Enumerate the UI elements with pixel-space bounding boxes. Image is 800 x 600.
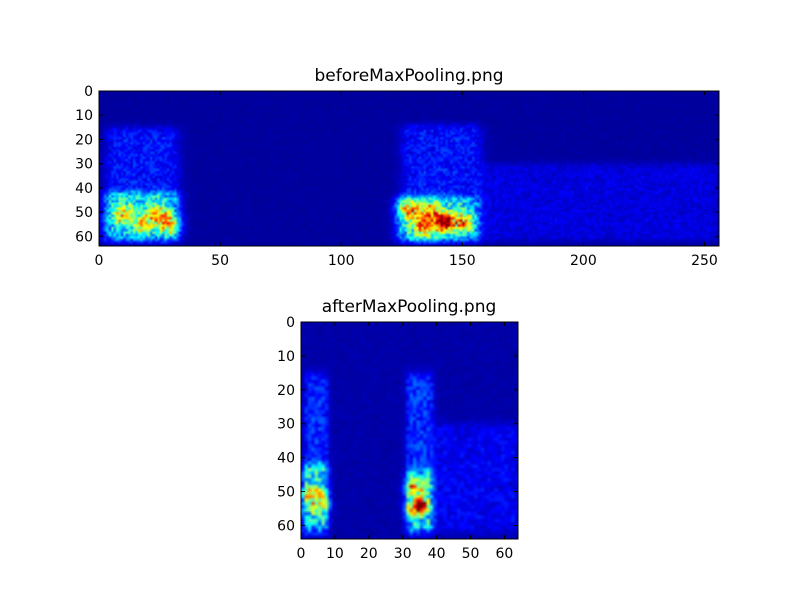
- y-tick-label: 60: [75, 229, 93, 245]
- y-tick-label: 0: [286, 315, 295, 331]
- axes-frame: [300, 321, 519, 540]
- y-tick-label: 40: [277, 451, 295, 467]
- x-tick-label: 20: [360, 546, 378, 562]
- y-tick-label: 30: [75, 157, 93, 173]
- x-tick-label: 150: [449, 253, 476, 269]
- x-tick-label: 200: [570, 253, 597, 269]
- x-tick-label: 0: [95, 253, 104, 269]
- y-tick-label: 10: [75, 108, 93, 124]
- x-tick-label: 100: [328, 253, 355, 269]
- x-tick-label: 250: [691, 253, 718, 269]
- chart-title-before: beforeMaxPooling.png: [314, 66, 504, 86]
- chart-title-after: afterMaxPooling.png: [321, 297, 497, 317]
- x-tick-label: 50: [462, 546, 480, 562]
- y-tick-label: 0: [84, 84, 93, 100]
- x-tick-label: 10: [326, 546, 344, 562]
- y-tick-label: 40: [75, 181, 93, 197]
- x-tick-label: 40: [428, 546, 446, 562]
- y-tick-label: 20: [277, 383, 295, 399]
- y-tick-label: 10: [277, 349, 295, 365]
- y-tick-label: 50: [277, 485, 295, 501]
- x-tick-label: 60: [496, 546, 514, 562]
- heatmap-after: [301, 322, 518, 539]
- y-tick-label: 20: [75, 132, 93, 148]
- x-tick-label: 0: [297, 546, 306, 562]
- y-tick-label: 60: [277, 518, 295, 534]
- heatmap-before: [99, 91, 719, 246]
- axes-frame: [98, 90, 720, 247]
- y-tick-label: 50: [75, 205, 93, 221]
- x-tick-label: 30: [394, 546, 412, 562]
- y-tick-label: 30: [277, 417, 295, 433]
- x-tick-label: 50: [211, 253, 229, 269]
